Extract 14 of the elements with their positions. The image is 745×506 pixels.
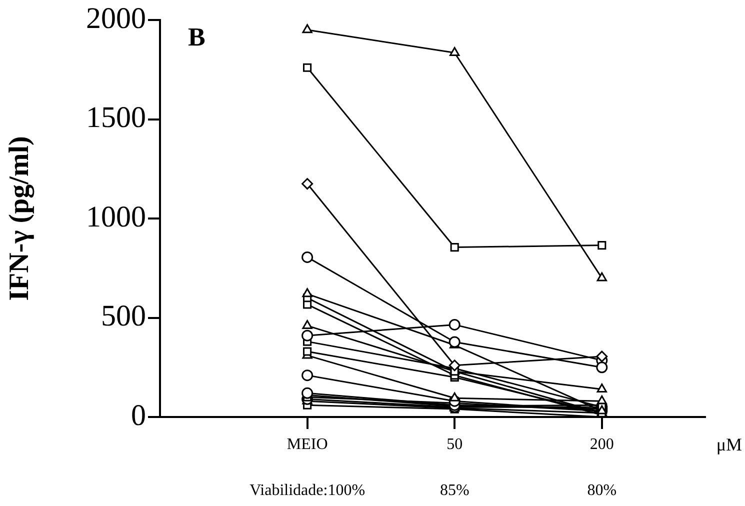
y-tick-label: 500 (101, 300, 146, 333)
x-axis-title: μM (716, 434, 742, 455)
y-tick-label: 2000 (86, 2, 146, 35)
x-tick-label: 50 (446, 436, 463, 453)
text: 80% (587, 482, 617, 500)
text: 85% (440, 482, 470, 500)
x-tick-label: 200 (590, 436, 614, 453)
y-tick-label: 0 (131, 398, 146, 432)
y-axis-title: IFN-γ (pg/ml) (4, 136, 36, 301)
chart-title: B (188, 22, 206, 52)
y-tick-label: 1500 (86, 101, 146, 134)
x-tick-label: MEIO (286, 436, 328, 453)
y-tick-label: 1000 (86, 200, 146, 234)
text: Viabilidade:100% (250, 482, 366, 500)
